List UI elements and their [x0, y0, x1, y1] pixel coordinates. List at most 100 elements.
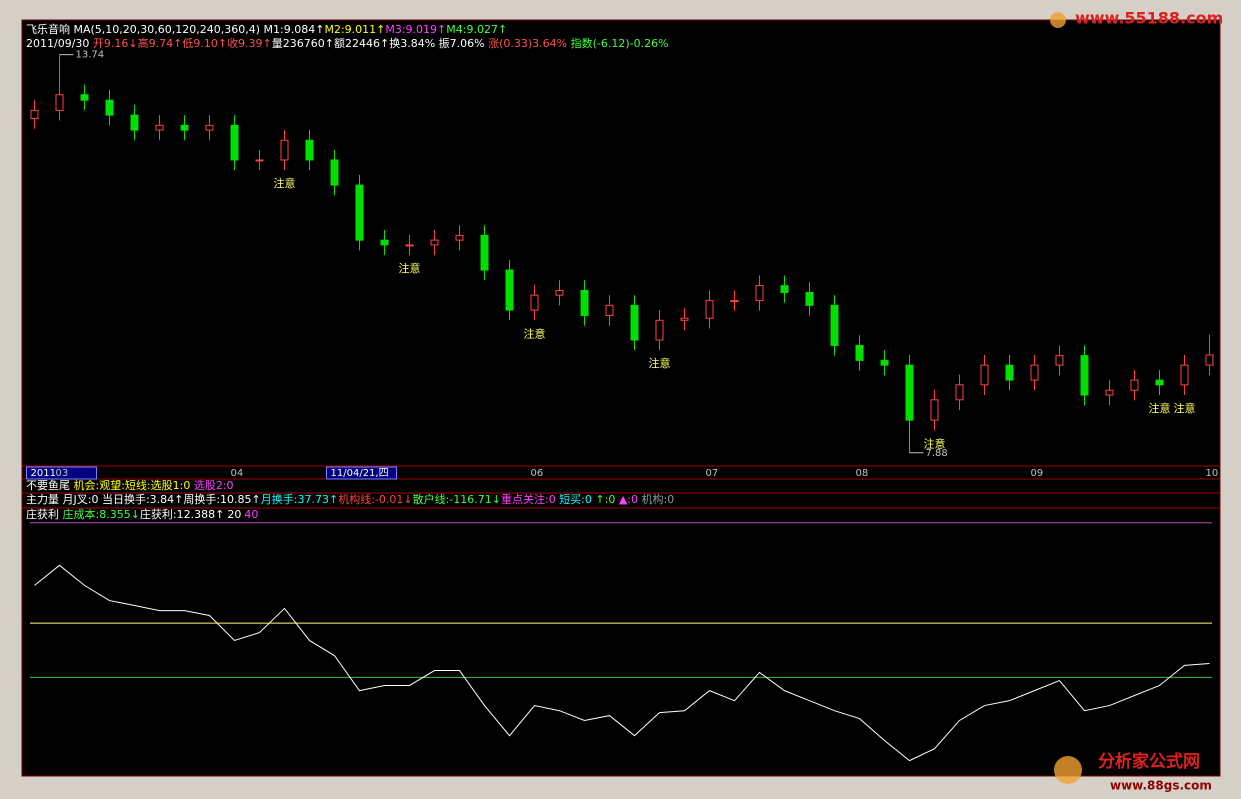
candle-body [780, 285, 789, 293]
candle-body [380, 239, 389, 246]
info-segment: 庄获利 [26, 507, 63, 521]
candle-body [55, 94, 64, 111]
info-line: 2011/09/30 开9.16↓高9.74↑低9.10↑收9.39↑量2367… [26, 36, 669, 50]
candle-body [480, 234, 489, 271]
x-tick-label: 10 [1206, 468, 1219, 479]
info-segment: 高9.74↑ [138, 36, 183, 50]
info-segment: M2:9.011↑ [324, 23, 385, 36]
info-segment: 额22446↑ [334, 37, 389, 50]
candle-body [1180, 364, 1189, 386]
info-segment: 换3.84% 振7.06% [389, 36, 488, 50]
x-tick-label: 08 [856, 468, 869, 479]
info-segment: M3:9.019↑ [385, 23, 446, 36]
x-tick-label: 03 [56, 468, 69, 479]
info-segment: 重点关注:0 [501, 492, 559, 506]
candle-body [980, 364, 989, 386]
candle-body [805, 291, 814, 306]
info-segment: MA(5,10,20,30,60,120,240,360,4) M1:9.084… [70, 23, 324, 36]
x-tick-label: 09 [1031, 468, 1044, 479]
candle-body [1205, 354, 1214, 366]
candle-body [555, 289, 564, 296]
candle-body [955, 384, 964, 401]
chart-frame [21, 19, 1221, 777]
logo [1054, 756, 1082, 784]
annotation: 注意 [274, 176, 296, 190]
info-segment: 指数(-6.12)-0.26% [571, 36, 669, 50]
x-tick-label: 06 [531, 468, 544, 479]
info-line: 主力量 月J叉:0 当日换手:3.84↑周换手:10.85↑月换手:37.73↑… [26, 492, 674, 506]
candle-body [330, 159, 339, 186]
info-segment: 不要鱼尾 [26, 478, 74, 492]
watermark: 分析家公式网 [1098, 751, 1200, 772]
candle-body [530, 294, 539, 311]
info-line: 庄获利 庄成本:8.355↓庄获利:12.388↑ 20 40 [26, 507, 258, 521]
candle-body [605, 304, 614, 317]
candle-body [280, 139, 289, 161]
info-segment: 机构:0 [641, 492, 674, 506]
info-segment: 涨(0.33)3.64% [488, 37, 571, 50]
info-segment: 开9.16↓ [93, 37, 138, 50]
info-segment: 庄成本:8.355↓ [63, 507, 140, 521]
candle-body [755, 285, 764, 302]
candle-body [1055, 355, 1064, 366]
candle-body [1105, 389, 1114, 396]
candle-body [680, 317, 689, 321]
annotation: 注意 [399, 261, 421, 275]
candle-body [305, 139, 314, 161]
candle-body [580, 289, 589, 317]
annotation: 注意 [524, 326, 546, 340]
info-segment: 机构线:-0.01↓ [338, 492, 412, 506]
annotation: 注意 [649, 356, 671, 370]
x-tick-label: 11/04/21,四 [331, 468, 389, 479]
info-segment: 低9.10↑ [182, 37, 227, 50]
cursor-box [26, 466, 97, 480]
info-line: 飞乐音响 MA(5,10,20,30,60,120,240,360,4) M1:… [26, 22, 507, 36]
info-segment: 收9.39↑ [227, 36, 272, 50]
x-tick-label: 2011 [31, 468, 56, 479]
info-segment: 40 [244, 508, 258, 521]
info-segment: 飞乐音响 [26, 22, 70, 36]
candle-body [355, 184, 364, 241]
candle-body [930, 399, 939, 421]
annotation: 注意 [1149, 401, 1171, 415]
candle-body [1005, 364, 1014, 381]
annotation: 注意 [924, 436, 946, 450]
candle-body [905, 364, 914, 421]
info-segment: 机会:观望:短线:选股1:0 [74, 478, 194, 492]
annotation: 注意 [1174, 401, 1196, 415]
info-line: 不要鱼尾 机会:观望:短线:选股1:0 选股2:0 [26, 478, 234, 492]
info-segment: 主力量 月J叉:0 当日换手:3.84↑周换手:10.85↑ [26, 492, 261, 506]
candle-body [180, 124, 189, 131]
candle-body [255, 159, 264, 162]
candle-body [80, 94, 89, 101]
info-segment: M4:9.027↑ [446, 23, 507, 36]
candle-body [105, 99, 114, 116]
candle-body [705, 300, 714, 319]
info-segment: 2011/09/30 [26, 37, 93, 50]
candle-body [855, 344, 864, 361]
info-segment: 月换手:37.73↑ [261, 492, 338, 506]
info-segment: 散户线:-116.71↓ [413, 492, 501, 506]
x-tick-label: 07 [706, 468, 719, 479]
candle-body [455, 234, 464, 241]
info-segment: ▲:0 [619, 493, 642, 506]
candle-body [205, 124, 214, 131]
info-segment: 庄获利:12.388↑ [140, 507, 224, 521]
candle-body [505, 269, 514, 311]
high-label: 13.74 [76, 50, 105, 61]
candle-body [1155, 379, 1164, 386]
candle-body [1080, 355, 1089, 396]
x-tick-label: 04 [231, 468, 244, 479]
info-segment: 20 [227, 508, 241, 521]
indicator-line [34, 564, 1210, 762]
candle-body [155, 124, 164, 131]
watermark: www.88gs.com [1110, 779, 1212, 793]
candle-body [130, 114, 139, 131]
candle-body [1030, 364, 1039, 381]
logo [1050, 12, 1066, 28]
cursor-box [326, 466, 397, 480]
info-segment: ↑:0 [595, 493, 618, 506]
candle-body [880, 359, 889, 366]
candle-body [655, 319, 664, 341]
